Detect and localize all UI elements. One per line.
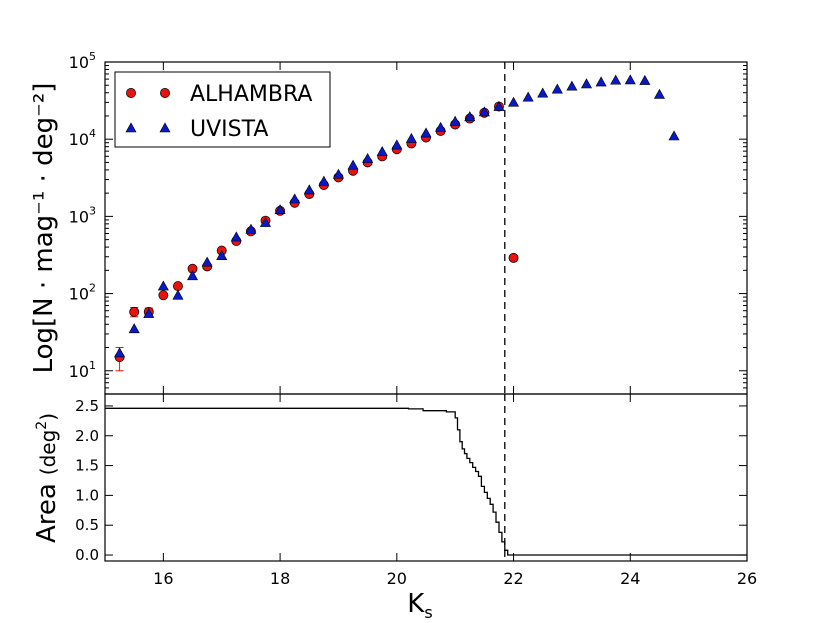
uvista-point	[274, 204, 286, 215]
top-marks	[114, 74, 680, 372]
bottom-xlabel: Ks	[407, 589, 432, 622]
ytick-base: 10	[69, 130, 89, 149]
xtick-label: 22	[503, 569, 523, 588]
top-ytick-label: 102	[69, 282, 96, 304]
bottom-ylabel-area: Area	[32, 483, 62, 543]
bottom-ytick-label: 0.5	[75, 516, 99, 534]
uvista-point	[668, 130, 680, 141]
uvista-point	[580, 78, 593, 89]
bottom-xticklabels: 16 18 20 22 24 26	[153, 569, 757, 588]
uvista-point	[551, 83, 563, 94]
uvista-point	[289, 193, 301, 204]
uvista-point	[245, 223, 257, 234]
bottom-ytick-label: 2.5	[75, 397, 99, 415]
bottom-ytick-label: 2.0	[75, 427, 99, 445]
xtick-label: 26	[737, 569, 757, 588]
bottom-ytick-label: 1.5	[75, 457, 99, 475]
uvista-point	[493, 100, 505, 111]
alhambra-point	[508, 252, 519, 263]
uvista-point	[128, 323, 140, 334]
legend: ALHAMBRA UVISTA	[114, 71, 331, 148]
uvista-point	[653, 88, 665, 99]
uvista-point	[610, 74, 622, 85]
bottom-ylabel-unit-exp: 2	[34, 421, 50, 430]
bottom-xlabel-sub: s	[424, 603, 432, 622]
bottom-axes-frame	[104, 393, 748, 562]
uvista-point	[595, 76, 607, 87]
bottom-ticks	[105, 394, 748, 561]
bottom-xlabel-main: K	[407, 589, 425, 619]
bottom-ytick-label: 1.0	[75, 486, 99, 504]
top-ytick-label: 104	[69, 127, 96, 149]
ytick-base: 10	[69, 207, 89, 226]
top-ylabel: Log[N · mag⁻¹ · deg⁻²]	[29, 83, 59, 374]
uvista-point	[187, 270, 199, 281]
bottom-ytick-label: 0.0	[75, 546, 99, 564]
ytick-base: 10	[69, 53, 89, 72]
uvista-point	[303, 184, 315, 195]
uvista-point	[230, 231, 242, 242]
bottom-ylabel-unit: (deg	[36, 430, 60, 476]
uvista-point	[420, 127, 432, 138]
alhambra-point	[129, 306, 140, 317]
uvista-point	[376, 146, 388, 156]
legend-alhambra-marker-2	[160, 88, 170, 98]
uvista-point	[172, 289, 184, 300]
alhambra-point	[158, 290, 169, 301]
ytick-base: 10	[69, 362, 89, 381]
uvista-point	[449, 115, 461, 126]
top-ticks	[105, 61, 748, 395]
uvista-point	[114, 347, 126, 358]
bottom-yticklabels: 0.0 0.5 1.0 1.5 2.0 2.5	[75, 397, 99, 564]
uvista-point	[332, 168, 344, 179]
uvista-point	[362, 153, 374, 163]
bottom-ylabel-unit-close: )	[36, 413, 60, 421]
legend-uvista-label: UVISTA	[190, 117, 268, 142]
uvista-point	[624, 74, 636, 85]
area-step-path	[105, 407, 747, 556]
legend-uvista-marker-2	[159, 122, 171, 133]
uvista-point	[435, 121, 447, 132]
uvista-point	[522, 91, 534, 102]
bottom-panel: 0.0 0.5 1.0 1.5 2.0 2.5 16 18 20 22 24 26 Area (deg…	[32, 393, 757, 622]
xtick-label: 16	[153, 569, 173, 588]
uvista-point	[347, 159, 359, 170]
xtick-label: 18	[270, 569, 290, 588]
uvista-point	[143, 307, 155, 318]
ytick-exp: 4	[89, 127, 96, 140]
uvista-point	[216, 250, 228, 260]
legend-uvista-marker-1	[125, 122, 137, 133]
uvista-point	[508, 96, 520, 107]
alhambra-point	[173, 281, 183, 292]
uvista-point	[318, 175, 330, 186]
ytick-exp: 2	[89, 282, 96, 295]
top-ytick-label: 105	[69, 50, 96, 72]
uvista-point	[639, 74, 651, 85]
legend-box	[114, 71, 331, 148]
area-step-line	[105, 407, 747, 556]
ytick-base: 10	[69, 285, 89, 304]
legend-alhambra-label: ALHAMBRA	[190, 82, 312, 107]
xtick-label: 20	[387, 569, 407, 588]
uvista-point	[391, 139, 403, 150]
uvista-point	[464, 111, 476, 122]
ytick-exp: 3	[89, 204, 96, 217]
uvista-point	[478, 106, 490, 117]
uvista-point	[405, 132, 417, 143]
top-ytick-label: 103	[69, 204, 96, 226]
uvista-point	[201, 256, 213, 267]
legend-alhambra-marker-1	[126, 88, 136, 98]
ytick-exp: 5	[89, 50, 96, 63]
ytick-exp: 1	[89, 359, 96, 372]
uvista-point	[157, 280, 169, 291]
uvista-point	[566, 80, 578, 91]
uvista-point	[537, 87, 549, 98]
xtick-label: 24	[620, 569, 640, 588]
uvista-point	[259, 217, 272, 227]
bottom-ylabel: Area (deg2)	[32, 413, 62, 543]
top-ytick-label: 101	[69, 359, 96, 381]
